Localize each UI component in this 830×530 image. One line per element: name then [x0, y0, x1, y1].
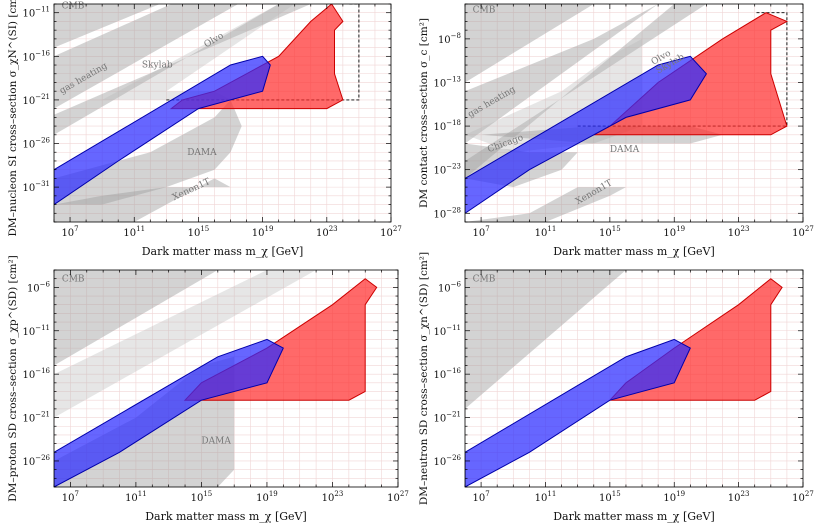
series-xenon1t: [54, 178, 231, 222]
x-tick-label: 1015: [188, 225, 210, 239]
plot-frame: [464, 3, 804, 223]
region-label-cmb: CMB: [62, 274, 85, 284]
y-tick-label: 10−8: [438, 32, 461, 46]
x-tick-label: 107: [62, 490, 79, 504]
series-cmb: [465, 270, 626, 409]
region-label-cmb: CMB: [62, 2, 85, 12]
x-tick-label: 1011: [125, 490, 147, 504]
x-tick-label: 107: [472, 490, 489, 504]
x-tick-label: 1011: [123, 225, 145, 239]
series-cmb: [54, 270, 218, 366]
series-cmb: [54, 4, 160, 48]
y-tick-label: 10−11: [433, 324, 461, 338]
series-cmb: [465, 4, 594, 83]
y-tick-label: 10−31: [22, 180, 50, 194]
region-label-cmb: CMB: [473, 274, 496, 284]
series-blue-region: [465, 55, 708, 214]
x-tick-label: 1023: [728, 490, 750, 504]
region-label-dama: DAMA: [187, 148, 217, 158]
y-tick-label: 10−28: [433, 206, 461, 220]
y-tick-label: 10−26: [22, 137, 50, 151]
y-axis-label: DM–proton SD cross–section σ_χp^(SD) [cm…: [7, 255, 19, 501]
x-tick-label: 1027: [792, 225, 814, 239]
series-blue-region: [465, 338, 691, 487]
panel-4: CMB 107 1011 1015 1019 1023 1027 10−26 10−21 10−1…: [418, 252, 814, 523]
ticks: [464, 3, 804, 223]
y-tick-label: 10−21: [22, 93, 50, 107]
x-tick-label: 1027: [380, 225, 402, 239]
y-axis-label: DM–nucleon SI cross–section σ_χN^(SI) [c…: [7, 0, 19, 237]
grid: [54, 270, 398, 487]
x-tick-label: 1023: [322, 490, 344, 504]
series-dama: [54, 99, 242, 205]
series-skylab: [102, 4, 295, 100]
x-tick-label: 1015: [599, 490, 621, 504]
series-blue-region: [54, 338, 284, 487]
ticks: [53, 269, 399, 488]
plot-frame: [53, 3, 392, 223]
x-tick-label: 107: [61, 225, 78, 239]
region-label-skylab: Skylab: [142, 61, 173, 71]
plot-frame: [53, 269, 399, 488]
x-tick-label: 1019: [663, 225, 685, 239]
x-tick-label: 1011: [535, 225, 557, 239]
y-tick-label: 10−13: [433, 75, 461, 89]
x-tick-label: 1019: [663, 490, 685, 504]
y-tick-label: 10−21: [433, 411, 461, 425]
regions: [54, 4, 360, 222]
x-tick-label: 1023: [728, 225, 750, 239]
x-tick-label: 1019: [252, 225, 274, 239]
y-tick-label: 10−18: [433, 119, 461, 133]
series-constraint-outline: [577, 12, 788, 127]
y-tick-label: 10−21: [22, 411, 50, 425]
series-blue-region: [54, 55, 271, 206]
x-axis-label: Dark matter mass m_χ [GeV]: [145, 510, 307, 523]
plot-frame: [464, 269, 804, 488]
regions: [465, 4, 789, 222]
y-tick-label: 10−16: [22, 49, 50, 63]
y-tick-label: 10−26: [22, 454, 50, 468]
y-tick-label: 10−6: [27, 280, 51, 294]
series-xenon1t: [465, 187, 626, 222]
x-tick-label: 1023: [316, 225, 338, 239]
x-tick-label: 1027: [792, 490, 814, 504]
x-tick-label: 1011: [535, 490, 557, 504]
x-axis-label: Dark matter mass m_χ [GeV]: [142, 245, 304, 258]
regions: [465, 270, 783, 487]
x-tick-label: 107: [472, 225, 489, 239]
y-tick-label: 10−11: [22, 6, 50, 20]
series-gas-heating: [465, 4, 659, 144]
region-label-dama: DAMA: [610, 145, 640, 155]
panel-3: CMB DAMA 107 1011 1015 1019 1023 1027 10−26 10−21…: [7, 255, 409, 523]
y-tick-label: 10−16: [433, 367, 461, 381]
y-tick-label: 10−16: [22, 367, 50, 381]
x-axis-label: Dark matter mass m_χ [GeV]: [553, 510, 715, 523]
series-gas-heating: [54, 4, 239, 109]
ticks: [464, 269, 804, 488]
y-tick-label: 10−11: [22, 324, 50, 338]
region-label-cmb: CMB: [473, 6, 496, 16]
x-axis-label: Dark matter mass m_χ [GeV]: [553, 245, 715, 258]
x-tick-label: 1015: [191, 490, 213, 504]
y-axis-label: DM contact cross–section σ_c [cm²]: [418, 18, 430, 208]
y-tick-label: 10−6: [438, 280, 462, 294]
series-gas-heating: [54, 270, 317, 418]
region-label-dama: DAMA: [201, 437, 231, 447]
x-tick-label: 1015: [599, 225, 621, 239]
y-axis-label: DM–neutron SD cross–section σ_χn^(SD) [c…: [418, 252, 430, 505]
regions: [54, 270, 378, 487]
y-tick-label: 10−26: [433, 454, 461, 468]
x-tick-label: 1027: [387, 490, 409, 504]
ticks: [53, 3, 392, 223]
x-tick-label: 1019: [256, 490, 278, 504]
y-tick-label: 10−23: [433, 163, 461, 177]
